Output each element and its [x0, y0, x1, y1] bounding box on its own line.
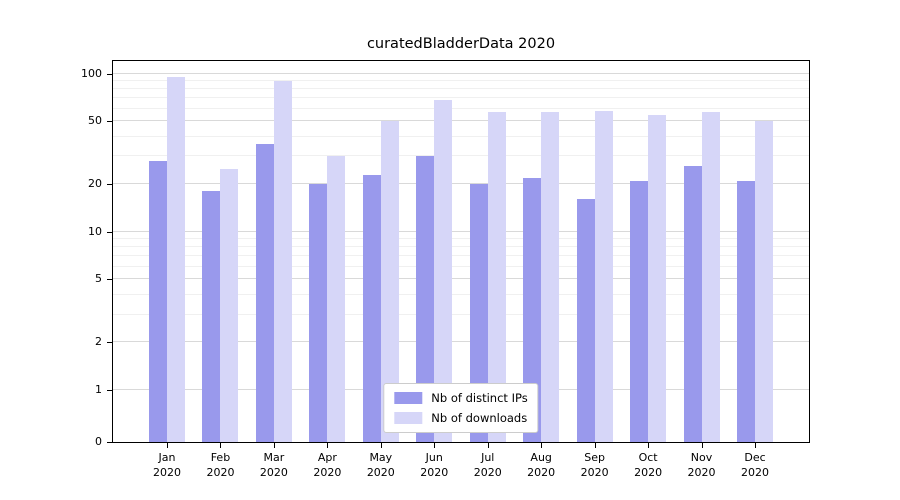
x-tick-label-may: May 2020 — [366, 451, 395, 479]
y-tick-label-0: 0 — [95, 435, 102, 448]
bar-downloads-aug — [541, 112, 560, 442]
y-tick-label-100: 100 — [81, 66, 102, 80]
bar-downloads-dec — [755, 121, 773, 442]
y-tick-label-2: 2 — [95, 335, 102, 349]
x-tick-mark — [167, 443, 168, 448]
x-tick-mark — [755, 443, 756, 448]
x-tick-mark — [594, 443, 596, 448]
legend-swatch-distinct-ips — [394, 392, 423, 404]
bar-distinct-ips-jan — [149, 161, 167, 442]
x-tick-label-oct: Oct 2020 — [634, 451, 663, 479]
legend-item-downloads: Nb of downloads — [394, 411, 527, 425]
y-tick-mark — [107, 342, 112, 344]
gridline-4 — [113, 293, 809, 295]
bar-distinct-ips-mar — [255, 143, 274, 442]
bar-distinct-ips-dec — [737, 180, 755, 442]
bar-downloads-feb — [220, 168, 239, 442]
plot-area: Nb of distinct IPs Nb of downloads — [112, 60, 810, 443]
x-tick-label-sep: Sep 2020 — [580, 451, 609, 479]
gridline-30 — [113, 155, 809, 157]
bar-distinct-ips-jul — [469, 184, 488, 442]
y-tick-label-1: 1 — [95, 383, 102, 396]
gridline-40 — [113, 135, 809, 137]
gridline-10 — [113, 230, 809, 232]
y-tick-label-50: 50 — [88, 114, 102, 128]
x-tick-mark — [273, 443, 275, 448]
x-tick-mark — [541, 443, 543, 448]
x-tick-mark — [701, 443, 703, 448]
gridline-6 — [113, 265, 809, 267]
bar-distinct-ips-feb — [202, 191, 221, 442]
x-tick-mark — [648, 443, 650, 448]
bar-distinct-ips-may — [362, 174, 381, 442]
x-tick-label-nov: Nov 2020 — [687, 451, 716, 479]
gridline-2 — [113, 341, 809, 343]
y-tick-mark — [107, 231, 112, 233]
chart-title: curatedBladderData 2020 — [366, 36, 556, 52]
y-tick-mark — [107, 73, 112, 75]
legend-label-distinct-ips: Nb of distinct IPs — [431, 391, 528, 405]
bar-distinct-ips-jun — [416, 156, 435, 442]
legend-label-downloads: Nb of downloads — [431, 411, 528, 425]
gridline-90 — [113, 79, 809, 81]
y-tick-label-10: 10 — [88, 224, 102, 238]
gridline-3 — [113, 313, 809, 315]
y-tick-mark — [107, 184, 112, 186]
y-tick-mark — [107, 442, 112, 443]
gridline-9 — [113, 238, 809, 240]
bar-downloads-jul — [487, 112, 506, 442]
bar-downloads-jan — [167, 77, 185, 442]
x-tick-label-dec: Dec 2020 — [741, 451, 769, 479]
bar-distinct-ips-aug — [523, 177, 542, 442]
gridline-8 — [113, 246, 809, 248]
y-tick-mark — [107, 121, 112, 123]
legend-item-distinct-ips: Nb of distinct IPs — [394, 391, 528, 405]
legend-swatch-downloads — [394, 412, 423, 424]
x-tick-label-jun: Jun 2020 — [420, 451, 449, 479]
bar-distinct-ips-nov — [683, 166, 702, 442]
bar-downloads-apr — [327, 156, 346, 442]
bars-layer — [113, 61, 809, 442]
x-tick-label-feb: Feb 2020 — [206, 451, 235, 479]
x-tick-label-apr: Apr 2020 — [313, 451, 342, 479]
bar-downloads-may — [380, 121, 399, 442]
x-tick-mark — [220, 443, 222, 448]
y-tick-mark — [107, 390, 112, 391]
gridline-50 — [113, 120, 809, 122]
x-tick-label-mar: Mar 2020 — [259, 451, 288, 479]
bar-downloads-sep — [594, 110, 613, 442]
gridline-70 — [113, 97, 809, 99]
x-tick-mark — [434, 443, 436, 448]
bar-downloads-mar — [273, 80, 292, 442]
bar-distinct-ips-sep — [576, 199, 595, 442]
gridline-60 — [113, 107, 809, 109]
bar-downloads-nov — [701, 112, 720, 442]
bar-distinct-ips-apr — [309, 184, 328, 442]
x-tick-label-aug: Aug 2020 — [527, 451, 556, 479]
x-tick-mark — [327, 443, 329, 448]
y-tick-label-20: 20 — [88, 177, 102, 191]
bar-downloads-jun — [434, 100, 453, 442]
x-tick-label-jan: Jan 2020 — [153, 451, 181, 479]
gridline-20 — [113, 183, 809, 185]
bar-downloads-oct — [648, 114, 667, 442]
gridline-80 — [113, 87, 809, 89]
x-tick-label-jul: Jul 2020 — [473, 451, 502, 479]
bar-distinct-ips-oct — [630, 180, 649, 442]
x-tick-mark — [487, 443, 489, 448]
y-tick-mark — [107, 279, 112, 281]
x-tick-mark — [380, 443, 382, 448]
gridline-7 — [113, 255, 809, 257]
gridline-5 — [113, 278, 809, 280]
gridline-100 — [113, 72, 809, 74]
legend: Nb of distinct IPs Nb of downloads — [383, 383, 539, 433]
y-tick-label-5: 5 — [95, 272, 102, 286]
